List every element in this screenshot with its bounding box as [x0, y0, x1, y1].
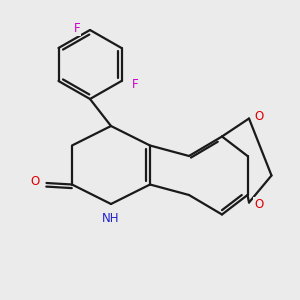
- Text: F: F: [132, 77, 138, 91]
- Text: O: O: [31, 175, 40, 188]
- Text: F: F: [74, 22, 81, 35]
- Text: O: O: [254, 197, 263, 211]
- Text: O: O: [254, 110, 263, 123]
- Text: NH: NH: [102, 212, 120, 226]
